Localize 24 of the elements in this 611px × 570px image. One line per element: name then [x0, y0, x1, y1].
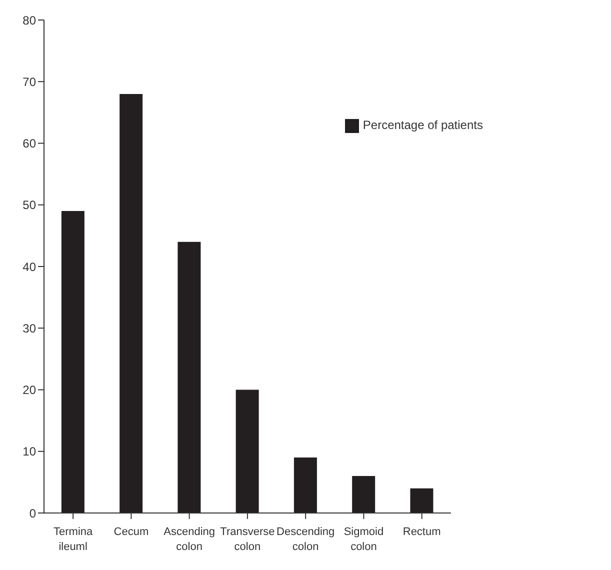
y-tick-label: 10 — [22, 444, 36, 459]
y-tick-label: 30 — [22, 321, 36, 336]
bar — [120, 94, 143, 513]
bar — [178, 242, 201, 513]
x-tick-label: Transverse colon — [220, 526, 275, 553]
y-tick-label: 40 — [22, 260, 36, 274]
y-tick-label: 60 — [22, 136, 36, 151]
x-tick-label: Rectum — [402, 526, 441, 538]
y-tick-label: 80 — [22, 13, 36, 28]
x-tick-label: Termina ileuml — [54, 526, 94, 553]
y-tick-label: 70 — [22, 74, 36, 89]
y-tick-label: 20 — [22, 383, 36, 398]
bar — [410, 488, 434, 513]
bar — [294, 458, 317, 513]
x-tick-label: Ascending colon — [164, 526, 216, 553]
x-tick-label: Cecum — [114, 526, 149, 538]
bar — [352, 476, 376, 513]
bar — [61, 211, 84, 513]
x-tick-label: Descending colon — [276, 526, 335, 553]
bar — [236, 390, 259, 513]
y-tick-label: 0 — [29, 506, 36, 520]
legend-label: Percentage of patients — [362, 118, 483, 132]
x-tick-label: Sigmoid colon — [344, 526, 384, 553]
y-tick-label: 50 — [22, 198, 36, 212]
